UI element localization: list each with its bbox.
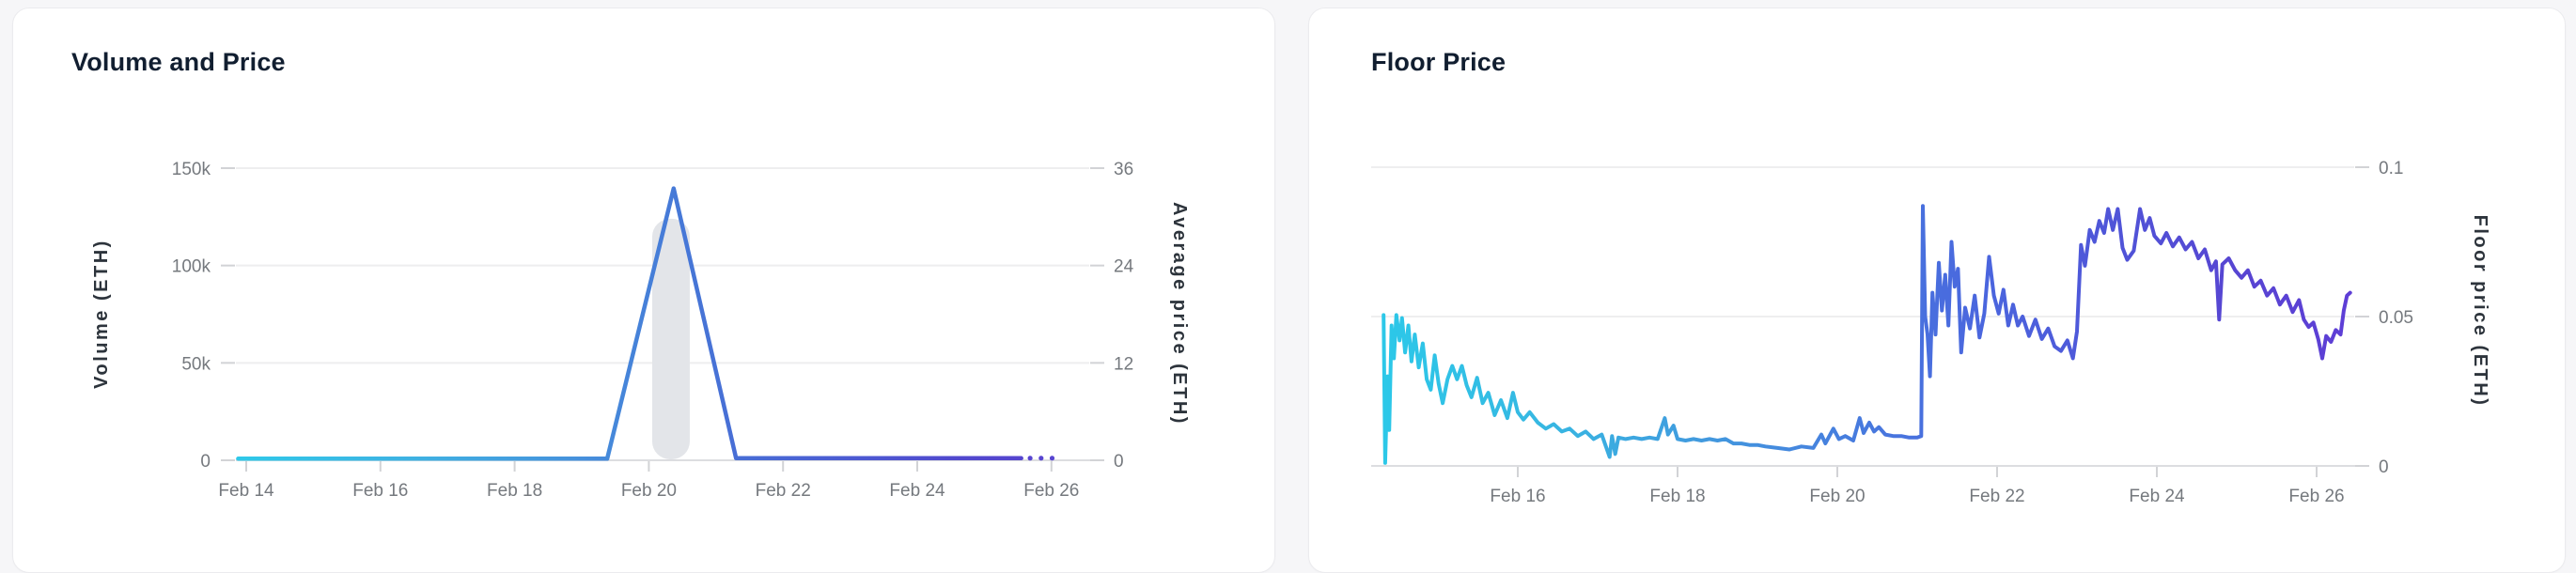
y-tick-label: 0 bbox=[1114, 452, 1124, 472]
floor-price-chart[interactable]: 0.1 0.05 0 Feb 16 Feb 18 Feb 20 Feb 22 Feb 24 Fe… bbox=[1309, 8, 2565, 569]
x-tick-label: Feb 16 bbox=[1490, 487, 1545, 506]
y-tick-label: 12 bbox=[1114, 354, 1133, 374]
x-tick-label: Feb 26 bbox=[2288, 487, 2344, 506]
y-tick-label: 100k bbox=[172, 257, 211, 277]
volume-price-chart[interactable]: 150k 36 100k 24 50k 12 0 0 Feb 14 Feb 16 Feb 18 Feb… bbox=[13, 8, 1274, 569]
x-tick-label: Feb 18 bbox=[487, 481, 542, 501]
right-y-axis-title: Floor price (ETH) bbox=[2470, 215, 2490, 408]
x-tick-label: Feb 18 bbox=[1649, 487, 1705, 506]
x-tick-label: Feb 22 bbox=[1969, 487, 2024, 506]
y-tick-label: 0 bbox=[2379, 457, 2389, 477]
volume-price-title: Volume and Price bbox=[71, 48, 286, 76]
x-tick-label: Feb 24 bbox=[889, 481, 945, 501]
x-tick-label: Feb 14 bbox=[218, 481, 274, 501]
y-tick-label: 0 bbox=[200, 452, 211, 472]
y-tick-label: 0.1 bbox=[2379, 159, 2403, 178]
y-tick-label: 50k bbox=[181, 354, 211, 374]
x-tick-label: Feb 24 bbox=[2129, 487, 2185, 506]
y-tick-label: 24 bbox=[1114, 257, 1134, 277]
volume-bar bbox=[651, 218, 690, 459]
floor-price-card: Floor Price 0.1 0.05 0 Feb 16 Feb 18 Feb 20 Fe… bbox=[1308, 8, 2566, 573]
x-tick-label: Feb 16 bbox=[352, 481, 408, 501]
x-tick-label: Feb 26 bbox=[1023, 481, 1079, 501]
y-tick-label: 150k bbox=[172, 160, 211, 179]
price-line bbox=[236, 186, 1023, 461]
right-y-axis-title: Average price (ETH) bbox=[1169, 202, 1190, 426]
x-tick-label: Feb 22 bbox=[756, 481, 811, 501]
left-y-axis-title: Volume (ETH) bbox=[91, 239, 112, 389]
volume-price-card: Volume and Price 150k 36 100k 24 50k 12 0 0 Feb … bbox=[12, 8, 1275, 573]
y-tick-label: 0.05 bbox=[2379, 308, 2413, 328]
price-line bbox=[1382, 204, 2352, 465]
y-tick-label: 36 bbox=[1114, 160, 1133, 179]
x-tick-label: Feb 20 bbox=[621, 481, 677, 501]
x-tick-label: Feb 20 bbox=[1809, 487, 1865, 506]
floor-price-title: Floor Price bbox=[1371, 48, 1507, 76]
